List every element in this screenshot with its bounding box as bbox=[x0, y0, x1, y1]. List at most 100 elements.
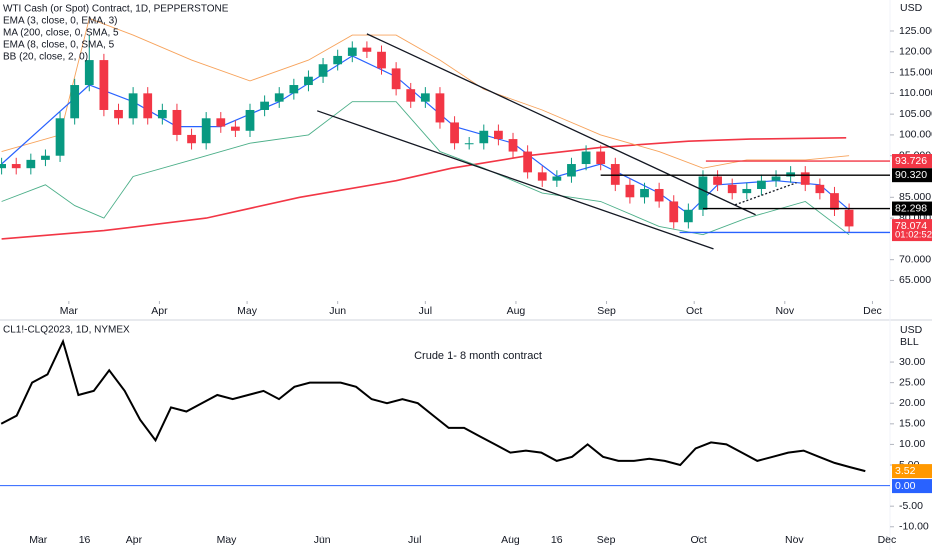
x-tick-label: Aug bbox=[507, 305, 526, 317]
y-tick-label: 120.000 bbox=[899, 46, 932, 58]
candle-body bbox=[84, 60, 94, 86]
candle-body bbox=[742, 188, 752, 194]
x-tick-label: Apr bbox=[126, 534, 143, 546]
y-tick-label: -5.00 bbox=[899, 500, 923, 512]
y-tick-label: 25.00 bbox=[899, 376, 925, 388]
chart-title: CL1!-CLQ2023, 1D, NYMEX bbox=[3, 325, 130, 336]
x-tick-label: Jul bbox=[408, 534, 421, 546]
trend-line bbox=[734, 182, 797, 206]
trend-line bbox=[317, 110, 714, 250]
candle-body bbox=[508, 139, 518, 152]
x-tick-label: Aug bbox=[501, 534, 520, 546]
y-tick-label: 100.000 bbox=[899, 129, 932, 141]
countdown-label: 01:02:52 bbox=[895, 230, 932, 241]
x-tick-label: Sep bbox=[597, 534, 616, 546]
x-tick-label: May bbox=[237, 305, 258, 317]
candle-body bbox=[114, 109, 123, 119]
x-tick-label: Sep bbox=[597, 305, 616, 317]
candle-body bbox=[231, 126, 240, 131]
candle-body bbox=[143, 93, 153, 119]
chart-title: WTI Cash (or Spot) Contract, 1D, PEPPERS… bbox=[3, 4, 229, 15]
x-tick-label: Mar bbox=[60, 305, 79, 317]
candle-body bbox=[55, 118, 65, 156]
price-label: 82.298 bbox=[895, 202, 927, 214]
candle-body bbox=[201, 118, 211, 144]
x-tick-label: 16 bbox=[551, 534, 563, 546]
y-tick-label: 125.000 bbox=[899, 25, 932, 37]
candle-body bbox=[625, 184, 635, 198]
y-tick-label: 15.00 bbox=[899, 418, 925, 430]
candle-body bbox=[172, 109, 182, 135]
candle-body bbox=[377, 51, 386, 69]
legend-entry: BB (20, close, 2, 0) bbox=[3, 52, 88, 63]
candle-body bbox=[494, 130, 503, 140]
candle-body bbox=[800, 172, 810, 185]
candle-body bbox=[274, 93, 284, 102]
candle-body bbox=[713, 176, 722, 185]
x-tick-label: Dec bbox=[863, 305, 882, 317]
candle-body bbox=[289, 85, 299, 94]
candle-body bbox=[260, 101, 270, 110]
indicator-line bbox=[1, 101, 850, 236]
candle-body bbox=[304, 76, 313, 86]
candle-body bbox=[362, 47, 372, 52]
legend-entry: MA (200, close, 0, SMA, 5 bbox=[3, 28, 119, 39]
candle-body bbox=[420, 93, 430, 102]
y-tick-label: 110.000 bbox=[899, 87, 932, 99]
candle-body bbox=[815, 184, 825, 194]
x-tick-label: Nov bbox=[775, 305, 794, 317]
candle-body bbox=[771, 176, 781, 181]
candle-body bbox=[669, 201, 679, 223]
candle-body bbox=[0, 164, 6, 169]
y-axis-unit: BLL bbox=[900, 336, 919, 348]
candle-body bbox=[347, 47, 357, 56]
candle-body bbox=[187, 134, 196, 144]
x-tick-label: Nov bbox=[785, 534, 804, 546]
y-tick-label: 65.000 bbox=[899, 274, 931, 286]
y-tick-label: 105.000 bbox=[899, 108, 932, 120]
candle-body bbox=[26, 159, 36, 169]
current-price-label: 78.074 bbox=[895, 220, 927, 232]
price-label: 93.726 bbox=[895, 155, 927, 167]
candle-body bbox=[727, 184, 737, 194]
legend-entry: EMA (3, close, 0, EMA, 3) bbox=[3, 16, 117, 27]
x-tick-label: 16 bbox=[79, 534, 91, 546]
candle-body bbox=[99, 60, 109, 110]
x-tick-label: Jun bbox=[314, 534, 331, 546]
price-label-box bbox=[892, 201, 932, 216]
candle-body bbox=[216, 118, 226, 127]
candle-body bbox=[391, 68, 401, 90]
y-tick-label: 20.00 bbox=[899, 397, 925, 409]
candle-body bbox=[654, 188, 664, 202]
candle-body bbox=[11, 164, 21, 169]
price-label-box bbox=[892, 168, 932, 183]
candle-body bbox=[41, 155, 50, 160]
candle-body bbox=[640, 188, 649, 198]
candle-body bbox=[450, 122, 459, 144]
candle-body bbox=[406, 89, 416, 102]
y-tick-label: 70.000 bbox=[899, 253, 931, 265]
candle-body bbox=[523, 151, 533, 173]
current-price-box bbox=[892, 219, 932, 242]
candle-body bbox=[830, 193, 839, 210]
candle-body bbox=[128, 93, 138, 119]
candle-body bbox=[70, 85, 80, 119]
y-tick-label: 115.000 bbox=[899, 66, 932, 78]
x-tick-label: Jun bbox=[329, 305, 346, 317]
x-tick-label: Apr bbox=[151, 305, 168, 317]
y-tick-label: 85.000 bbox=[899, 191, 931, 203]
y-axis-label: USD bbox=[900, 2, 923, 14]
x-tick-label: May bbox=[217, 534, 238, 546]
candle-body bbox=[552, 176, 562, 181]
candle-body bbox=[333, 55, 343, 65]
indicator-line bbox=[1, 17, 850, 169]
legend-entry: EMA (8, close, 0, SMA, 5 bbox=[3, 40, 115, 51]
candle-body bbox=[318, 64, 328, 77]
indicator-line bbox=[1, 137, 847, 240]
candle-body bbox=[757, 180, 766, 189]
y-axis-label: USD bbox=[900, 324, 923, 336]
price-label: 0.00 bbox=[895, 480, 916, 492]
candle-body bbox=[479, 130, 489, 144]
x-tick-label: Jul bbox=[419, 305, 432, 317]
